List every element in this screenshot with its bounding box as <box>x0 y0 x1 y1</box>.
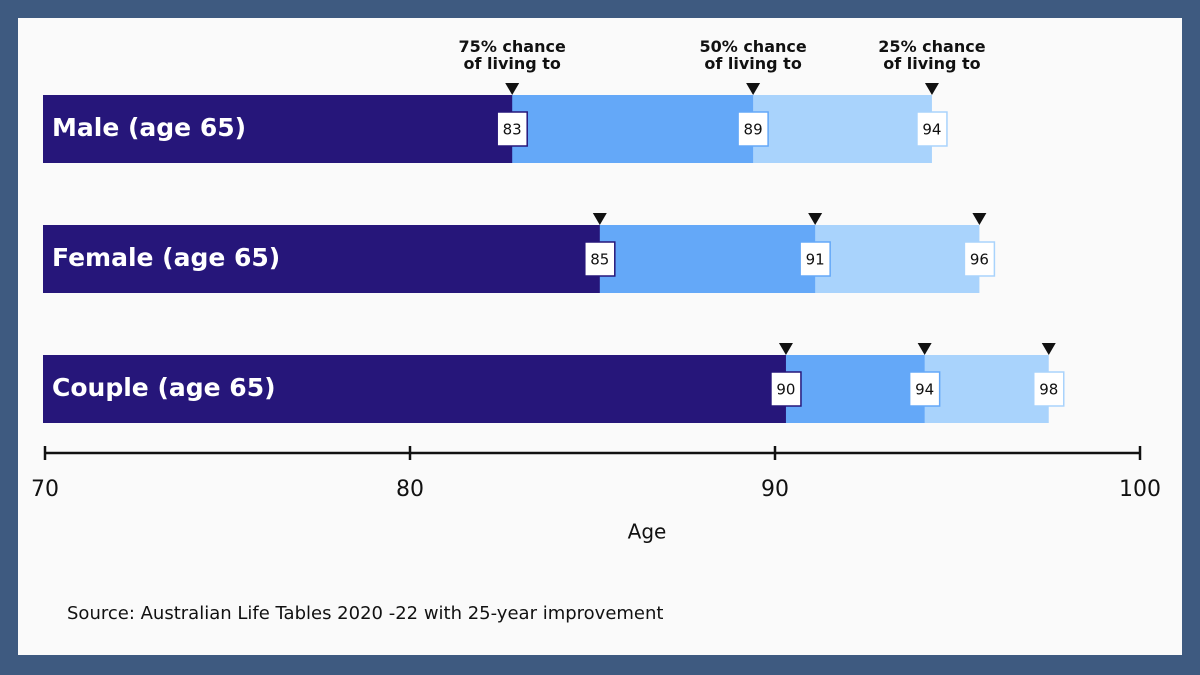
end-marker <box>917 343 932 355</box>
category-label: Couple (age 65) <box>52 373 276 402</box>
bar <box>43 355 786 423</box>
end-marker <box>972 213 987 225</box>
end-marker <box>1041 343 1056 355</box>
value-label-box <box>963 241 996 277</box>
value-label-box <box>770 371 802 407</box>
value-label-box <box>908 371 941 407</box>
series-label: 75% chance of living to <box>458 37 566 73</box>
value-label-box <box>584 241 616 277</box>
x-tick-label: 80 <box>396 477 424 502</box>
value-label: 90 <box>776 381 795 399</box>
series-label: 50% chance of living to <box>699 37 807 73</box>
bar <box>43 95 513 163</box>
value-label-box <box>496 111 528 147</box>
value-label: 94 <box>915 381 934 399</box>
source-note: Source: Australian Life Tables 2020 -22 … <box>67 603 663 624</box>
value-label: 94 <box>922 121 941 139</box>
x-tick-label: 100 <box>1119 477 1161 502</box>
value-label: 96 <box>970 251 989 269</box>
end-marker <box>505 83 520 95</box>
value-label: 83 <box>503 121 522 139</box>
category-label: Female (age 65) <box>52 243 280 272</box>
value-label-box <box>916 111 948 147</box>
value-label: 85 <box>590 251 609 269</box>
value-label: 98 <box>1039 381 1058 399</box>
value-label-box <box>737 111 769 147</box>
value-label: 91 <box>806 251 825 269</box>
end-marker <box>746 83 761 95</box>
x-tick-label: 70 <box>31 477 59 502</box>
end-marker <box>778 343 793 355</box>
end-marker <box>592 213 607 225</box>
value-label: 89 <box>744 121 763 139</box>
value-label-box <box>799 241 831 277</box>
end-marker <box>808 213 823 225</box>
value-label-box <box>1033 371 1065 407</box>
category-label: Male (age 65) <box>52 113 246 142</box>
bar <box>43 225 600 293</box>
x-tick-label: 90 <box>761 477 789 502</box>
series-label: 25% chance of living to <box>878 37 986 73</box>
end-marker <box>924 83 939 95</box>
x-axis-label: Age <box>628 520 667 544</box>
